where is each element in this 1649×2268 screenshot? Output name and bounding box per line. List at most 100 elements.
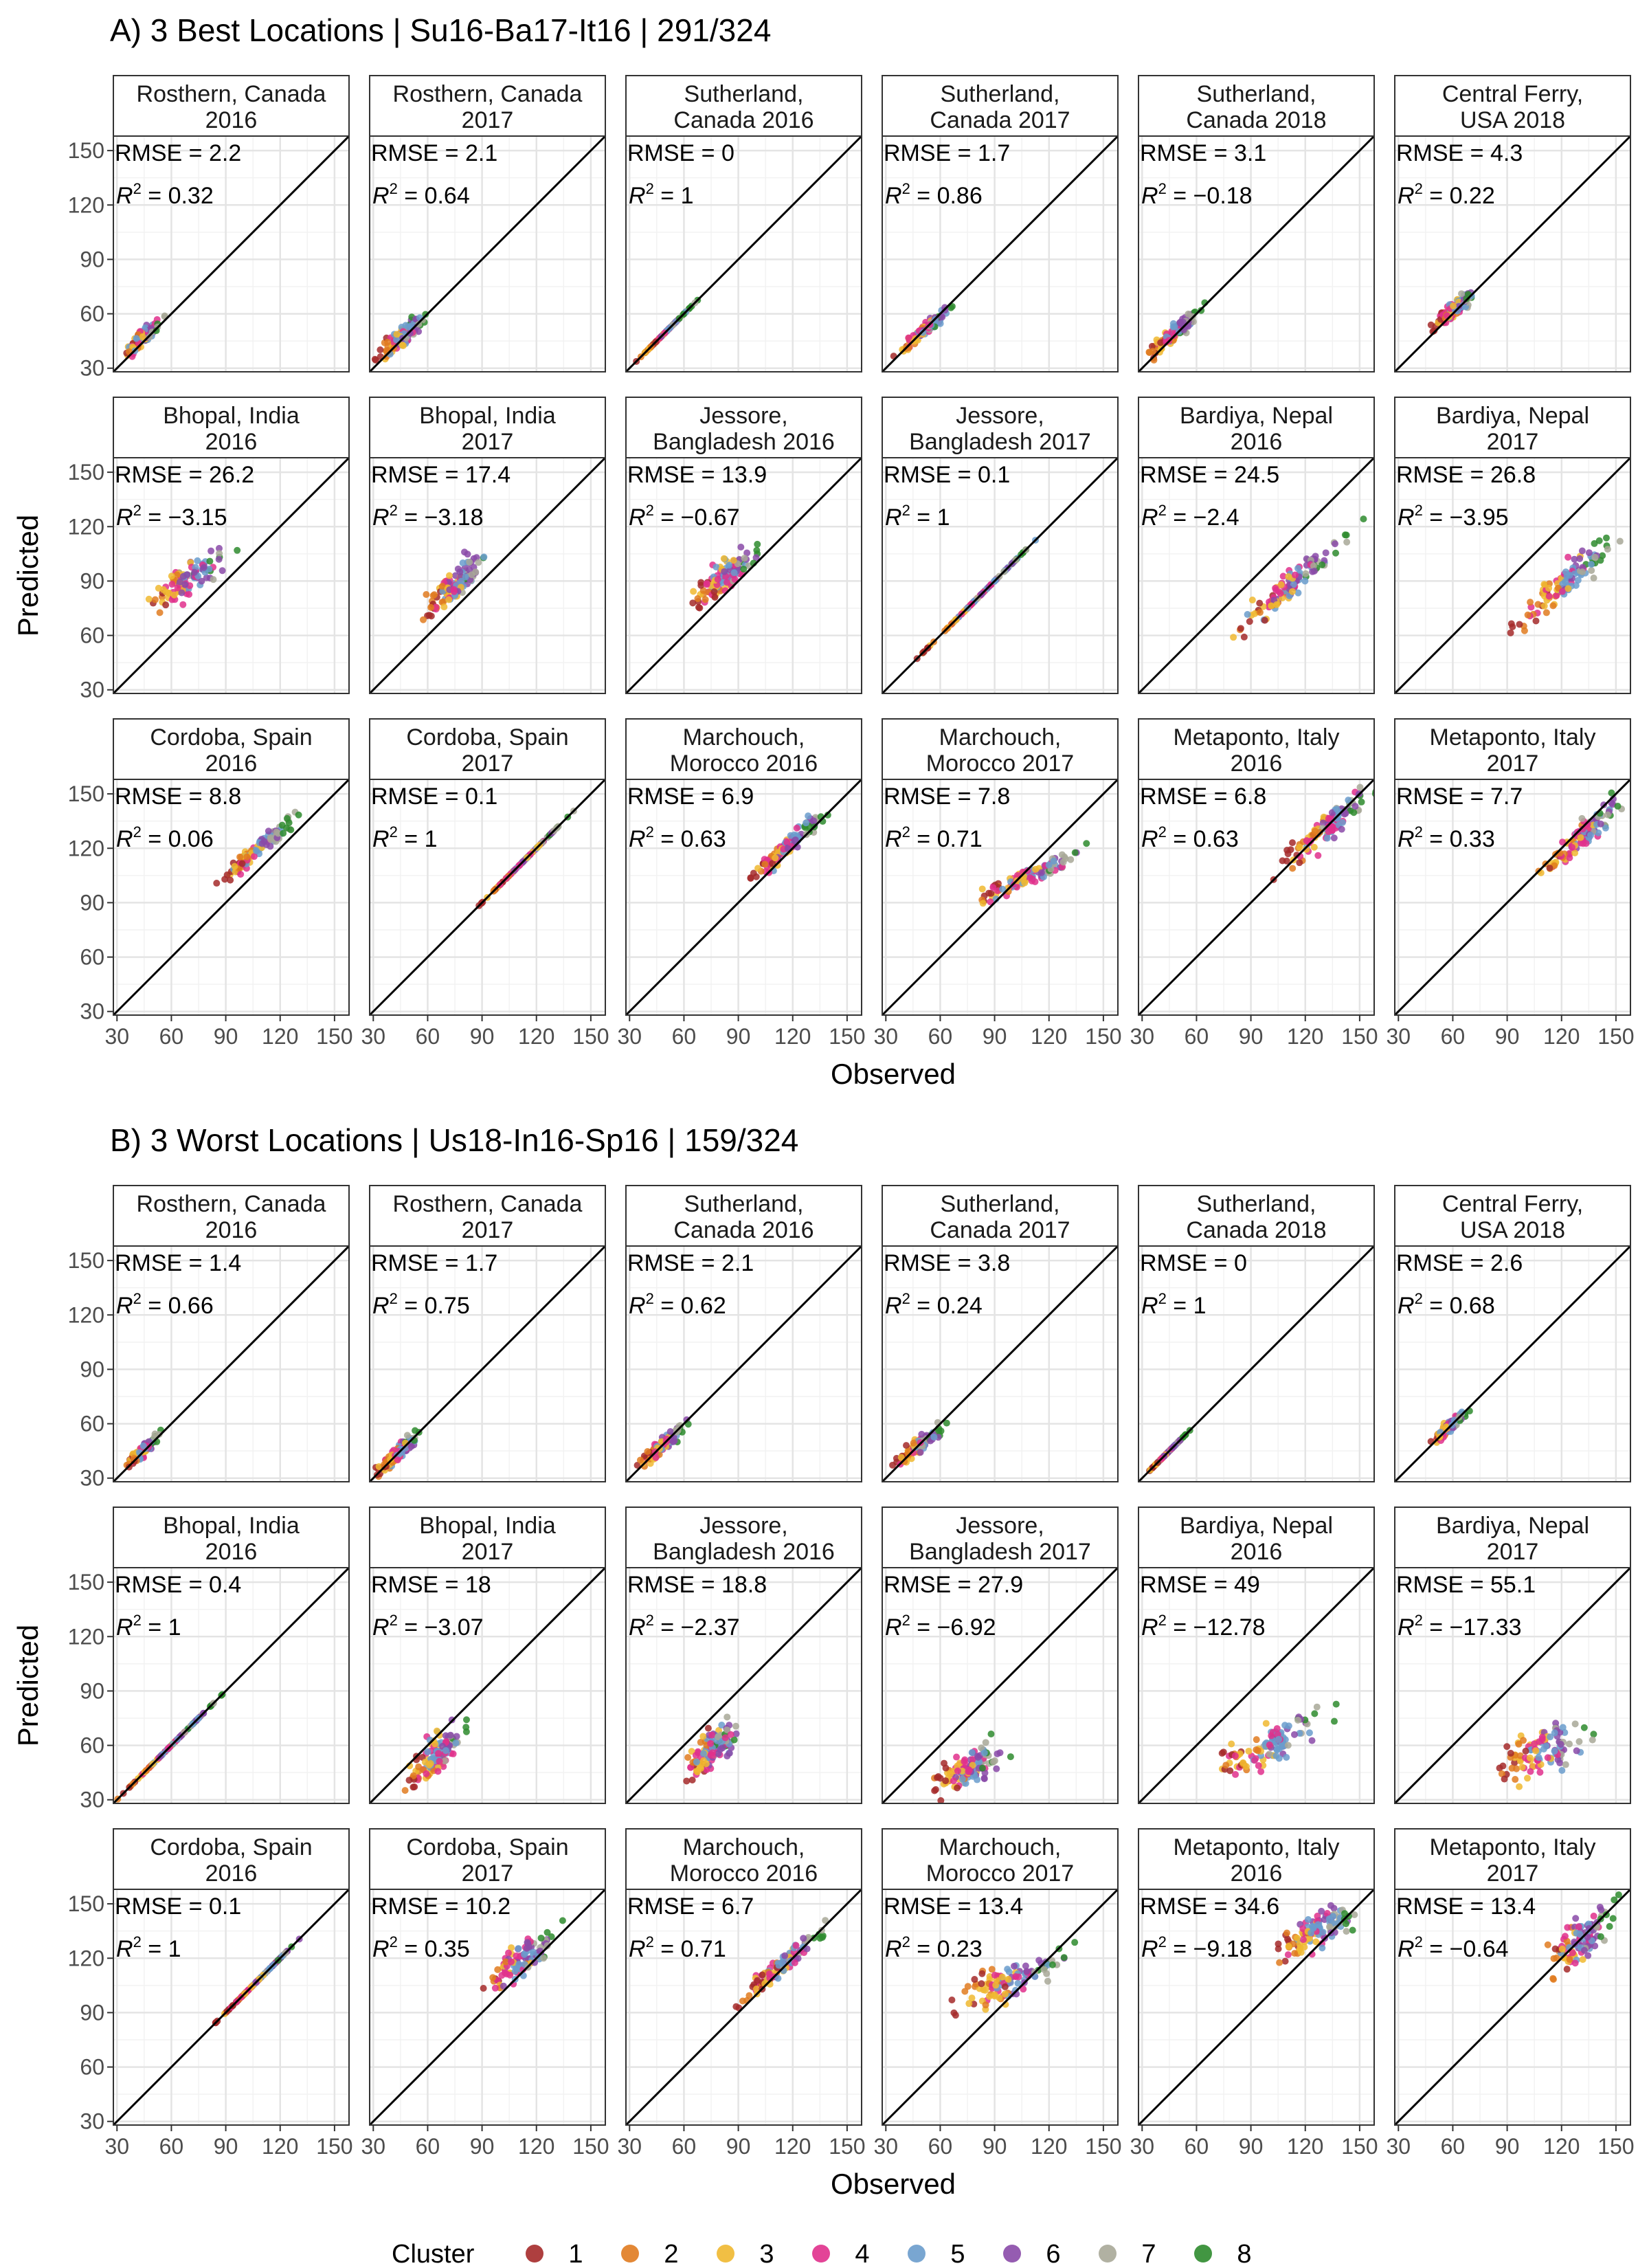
y-tick-label: 30 (80, 2109, 104, 2134)
data-point (387, 1456, 394, 1463)
r2-superscript: 2 (1158, 502, 1167, 519)
r2-value: 0.35 (425, 1936, 470, 1962)
identity-line (625, 135, 863, 373)
r2-equals: = (910, 826, 937, 852)
identity-line (1137, 1566, 1376, 1805)
data-point (1256, 599, 1264, 607)
r2-equals: = (654, 1936, 681, 1962)
rmse-value: 7.8 (978, 783, 1010, 810)
identity-line (881, 456, 1119, 695)
facet-label-line2: 2016 (205, 751, 258, 777)
data-point (423, 1770, 430, 1777)
rmse-prefix: RMSE = (884, 462, 978, 488)
data-point (978, 1744, 985, 1752)
r2-superscript: 2 (133, 1612, 142, 1629)
data-point (730, 557, 737, 564)
facet-label-line2: Bangladesh 2017 (909, 1539, 1091, 1565)
rmse-prefix: RMSE = (627, 140, 721, 166)
r2-symbol: R (629, 504, 646, 531)
r2-annotation: R2 = 0.68 (1398, 1290, 1495, 1319)
data-point (227, 876, 234, 884)
data-point (442, 1747, 450, 1755)
r2-annotation: R2 = 0.32 (116, 180, 214, 209)
rmse-prefix: RMSE = (884, 1250, 978, 1276)
facet-panel: Sutherland,Canada 2016 RMSE = 2.1 R2 = 0.6… (625, 1185, 863, 1483)
data-point (139, 333, 146, 340)
data-point (1524, 611, 1532, 619)
data-point (432, 603, 440, 611)
panel-border (113, 1245, 350, 1482)
data-point (1285, 1722, 1292, 1730)
panel-border (625, 1567, 862, 1804)
panel-border (882, 1567, 1119, 1804)
rmse-prefix: RMSE = (1140, 1572, 1234, 1598)
data-point (252, 847, 260, 854)
rmse-prefix: RMSE = (1140, 462, 1234, 488)
data-point (475, 559, 482, 566)
r2-superscript: 2 (390, 1612, 398, 1629)
data-point (752, 554, 760, 562)
r2-symbol: R (1398, 1614, 1415, 1641)
data-point (1507, 629, 1514, 636)
facet-label-line2: 2016 (205, 107, 258, 133)
data-point (462, 573, 469, 581)
facet-label-line1: Rosthern, Canada (393, 1191, 583, 1217)
r2-superscript: 2 (902, 823, 910, 841)
r2-symbol: R (629, 826, 646, 852)
facet-label-line2: 2016 (205, 429, 258, 455)
r2-superscript: 2 (902, 180, 910, 197)
data-point (162, 601, 170, 609)
rmse-annotation: RMSE = 0 (1140, 1250, 1247, 1276)
data-point (954, 1767, 961, 1775)
facet-strip (882, 718, 1119, 780)
data-point (434, 1768, 442, 1775)
facet-label-line1: Marchouch, (683, 724, 805, 751)
data-point (737, 543, 745, 551)
r2-superscript: 2 (1158, 1612, 1167, 1629)
rmse-annotation: RMSE = 18.8 (627, 1572, 767, 1598)
rmse-annotation: RMSE = 18 (371, 1572, 491, 1598)
data-point (503, 1970, 511, 1978)
r2-equals: = (398, 1614, 425, 1641)
rmse-prefix: RMSE = (627, 1250, 721, 1276)
facet-panel: Sutherland,Canada 2018 RMSE = 0 R2 = 1 (1137, 1185, 1376, 1483)
data-point (1323, 834, 1331, 842)
identity-line (625, 1566, 863, 1805)
facet-label-line2: 2016 (205, 1539, 258, 1565)
data-point (295, 811, 302, 819)
y-tick-label: 30 (80, 356, 104, 381)
data-point (1574, 577, 1582, 584)
r2-value: 0.33 (1450, 826, 1495, 852)
data-point (740, 566, 748, 573)
data-point (980, 1775, 988, 1783)
data-point (1427, 321, 1435, 329)
data-point (1237, 625, 1244, 632)
data-point (1527, 599, 1534, 606)
x-tick-label: 30 (873, 1024, 898, 1049)
r2-symbol: R (1141, 1293, 1158, 1319)
data-point (713, 564, 720, 571)
data-point (633, 1462, 641, 1469)
data-point (1083, 840, 1090, 847)
rmse-value: 3.1 (1234, 140, 1266, 166)
data-point (750, 869, 757, 877)
data-point (1338, 825, 1345, 833)
data-point (155, 584, 162, 592)
data-point (1501, 1775, 1508, 1783)
rmse-annotation: RMSE = 24.5 (1140, 462, 1279, 488)
data-point (693, 1758, 700, 1766)
y-tick-label: 120 (68, 1624, 104, 1649)
r2-symbol: R (1398, 1293, 1415, 1319)
data-point (903, 1442, 910, 1449)
facet-label-line1: Bardiya, Nepal (1180, 403, 1333, 429)
data-point (491, 1984, 499, 1992)
data-point (1261, 616, 1268, 624)
facet-label-line2: 2016 (1231, 751, 1283, 777)
rmse-prefix: RMSE = (1140, 140, 1234, 166)
r2-equals: = (1423, 183, 1450, 209)
r2-value: 0.32 (168, 183, 214, 209)
data-point (1515, 1740, 1523, 1748)
r2-equals: = (654, 1293, 681, 1319)
data-point (1604, 546, 1611, 553)
data-point (384, 338, 392, 346)
